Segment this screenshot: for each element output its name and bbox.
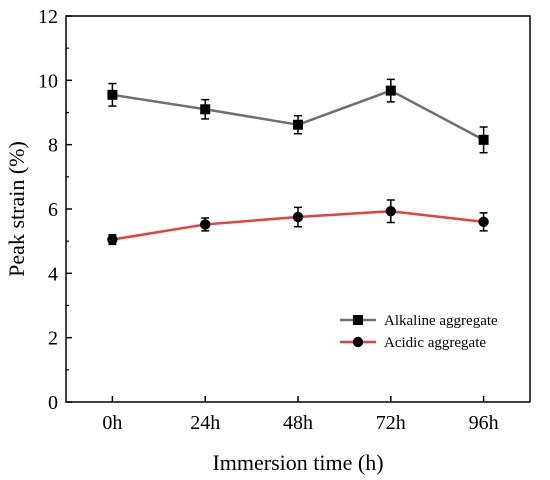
x-tick-label: 0h xyxy=(102,412,122,434)
x-axis-title: Immersion time (h) xyxy=(212,450,383,475)
data-point-square xyxy=(385,85,396,96)
legend-label: Alkaline aggregate xyxy=(384,313,498,329)
series-0 xyxy=(107,78,489,154)
data-point-circle xyxy=(107,234,118,245)
legend-label: Acidic aggregate xyxy=(384,335,486,351)
y-tick-label: 0 xyxy=(48,392,58,414)
data-point-circle xyxy=(478,216,489,228)
x-axis: 0h 24h 48h 72h 96h xyxy=(102,396,499,434)
y-tick-label: 12 xyxy=(38,6,58,28)
legend-marker-circle xyxy=(352,336,364,348)
series-1 xyxy=(107,199,489,246)
legend: Alkaline aggregate Acidic aggregate xyxy=(340,313,498,351)
y-tick-label: 8 xyxy=(48,135,58,157)
data-point-square xyxy=(293,119,303,130)
data-point-square xyxy=(200,104,211,115)
x-tick-label: 96h xyxy=(469,412,499,434)
series-layer xyxy=(107,78,489,246)
y-axis: 0 2 4 6 8 10 12 xyxy=(38,6,72,414)
data-point-square xyxy=(478,134,489,145)
legend-marker-square xyxy=(353,315,363,325)
y-tick-label: 4 xyxy=(48,263,58,285)
data-point-square xyxy=(107,89,118,100)
data-point-circle xyxy=(200,219,211,230)
data-point-circle xyxy=(292,211,304,223)
y-tick-label: 2 xyxy=(48,328,58,350)
legend-item: Acidic aggregate xyxy=(340,335,486,351)
legend-item: Alkaline aggregate xyxy=(340,313,498,329)
y-axis-title: Peak strain (%) xyxy=(4,141,29,277)
y-tick-label: 6 xyxy=(48,199,58,221)
x-tick-label: 48h xyxy=(283,412,313,434)
y-tick-label: 10 xyxy=(38,70,58,92)
x-tick-label: 72h xyxy=(376,412,406,434)
data-point-circle xyxy=(385,206,396,217)
x-tick-label: 24h xyxy=(190,412,220,434)
